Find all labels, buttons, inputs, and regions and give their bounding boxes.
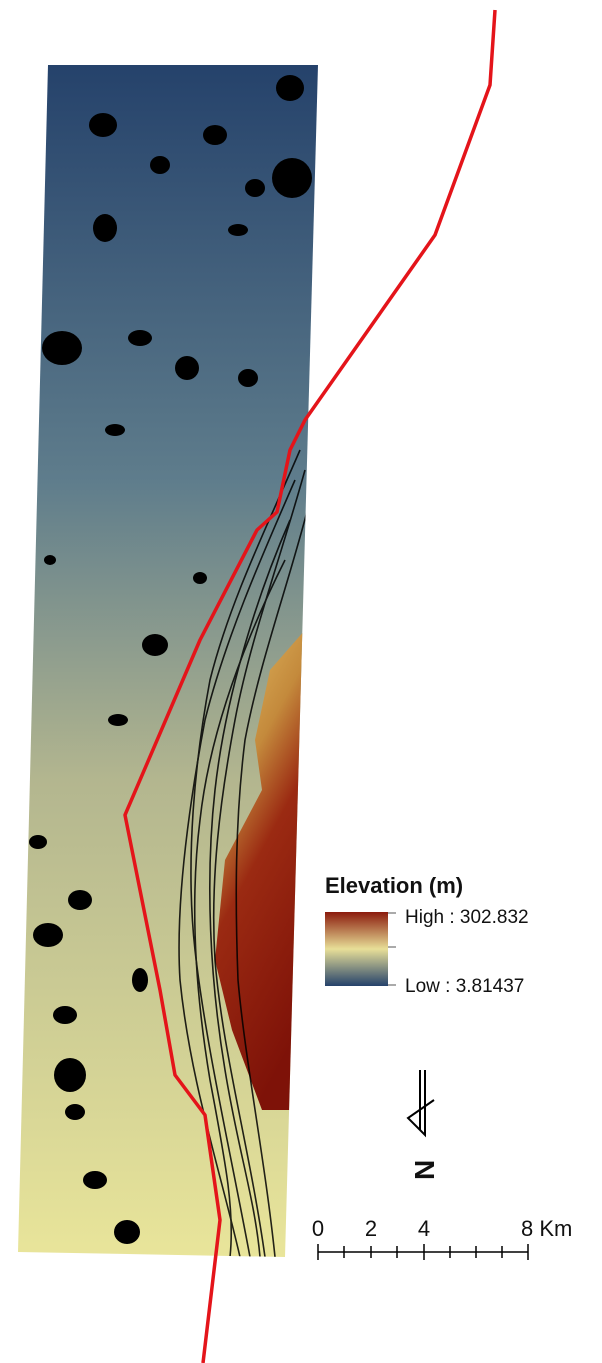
legend-high: High : 302.832 <box>405 907 529 928</box>
elevation-raster <box>18 65 320 1257</box>
legend: Elevation (m) High : 302.832 Low : 3.814… <box>325 873 529 997</box>
scale-bar: 0 2 4 8 Km <box>312 1216 572 1260</box>
scale-label: 2 <box>365 1216 377 1241</box>
north-label: N <box>409 1160 440 1180</box>
north-arrow: N <box>408 1070 440 1180</box>
map: Elevation (m) High : 302.832 Low : 3.814… <box>0 0 602 1363</box>
scale-label: 0 <box>312 1216 324 1241</box>
scale-label: 8 Km <box>521 1216 572 1241</box>
legend-low: Low : 3.81437 <box>405 976 524 997</box>
scale-label: 4 <box>418 1216 430 1241</box>
legend-title: Elevation (m) <box>325 873 463 898</box>
color-ramp <box>325 912 388 986</box>
